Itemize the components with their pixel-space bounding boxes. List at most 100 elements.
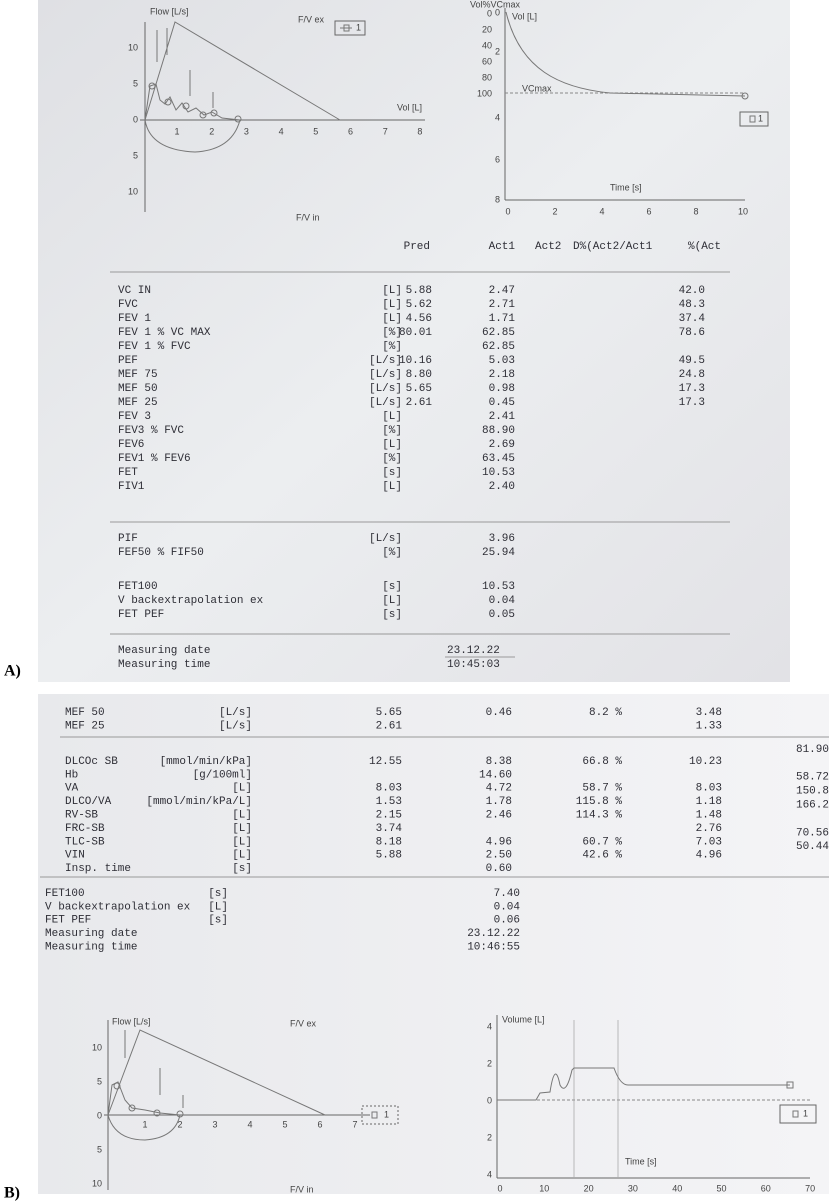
pct-tick-label: 0 (487, 8, 492, 18)
cell-unit: [s] (382, 609, 402, 621)
y-tick-label: 5 (97, 1076, 102, 1086)
x-tick-label: 6 (317, 1119, 322, 1129)
plot-label: F/V ex (298, 14, 325, 24)
x-tick-label: 6 (646, 206, 651, 216)
y-tick-label: 0 (133, 114, 138, 124)
cell-unit: [L] (382, 595, 402, 607)
cell-col4: 1.48 (696, 810, 722, 822)
x-tick-label: 2 (209, 126, 214, 136)
cell-pct: 66.8 % (582, 756, 622, 768)
cell-col4: 4.96 (696, 850, 722, 862)
cell-unit: [L] (382, 285, 402, 297)
column-header: Act2 (535, 241, 561, 253)
axis-label: Vol%VCmax (470, 0, 521, 9)
y-tick-label: 10 (92, 1042, 102, 1052)
cell-act1: 10.53 (482, 467, 515, 479)
pct-tick-label: 20 (482, 24, 492, 34)
cell-pct: 49.5 (679, 355, 705, 367)
cell-name: VC IN (118, 285, 151, 297)
vt-plot-b (496, 1015, 817, 1179)
x-tick-label: 70 (805, 1183, 815, 1193)
panel-label: B) (4, 1185, 20, 1202)
y-tick-label: 4 (495, 112, 500, 122)
cell-act1: 2.41 (489, 411, 516, 423)
cell-act1: 23.12.22 (447, 645, 500, 657)
cell-col4: 10.23 (689, 756, 722, 768)
cell-act1: 2.71 (489, 299, 516, 311)
cell-name: MEF 50 (118, 383, 158, 395)
x-tick-label: 30 (628, 1183, 638, 1193)
cell-col5: 50.44 (796, 841, 829, 853)
column-header: D%(Act2/Act1 (573, 241, 653, 253)
pct-tick-label: 60 (482, 56, 492, 66)
cell-act1: 1.71 (489, 313, 516, 325)
cell-pct: 58.7 % (582, 783, 622, 795)
cell-act1: 0.04 (489, 595, 516, 607)
cell-col4: 7.03 (696, 836, 722, 848)
cell-unit: [s] (232, 863, 252, 875)
axis-label: Volume [L] (502, 1014, 545, 1024)
y-tick-label: 6 (495, 154, 500, 164)
plot-label: F/V ex (290, 1018, 317, 1028)
cell-name: FEV 1 % FVC (118, 341, 191, 353)
cell-name: FET (118, 467, 138, 479)
vt-plot-a (504, 8, 769, 201)
cell-act: 14.60 (479, 769, 512, 781)
cell-act: 0.06 (494, 915, 520, 927)
y-tick-label: 10 (128, 186, 138, 196)
cell-col4: 1.18 (696, 796, 722, 808)
cell-act: 7.40 (494, 888, 520, 900)
y-tick-label: 2 (495, 46, 500, 56)
cell-act: 0.04 (494, 901, 521, 913)
cell-unit: [L/s] (369, 533, 402, 545)
cell-act: 8.38 (486, 756, 512, 768)
cell-act: 23.12.22 (467, 928, 520, 940)
cell-act1: 0.45 (489, 397, 515, 409)
cell-col4: 3.48 (696, 707, 722, 719)
cell-unit: [L/s] (369, 369, 402, 381)
cell-act1: 25.94 (482, 547, 515, 559)
photo-a (38, 0, 790, 682)
cell-act1: 63.45 (482, 453, 515, 465)
cell-act1: 5.03 (489, 355, 515, 367)
legend-label: 1 (356, 22, 361, 32)
x-tick-label: 7 (383, 126, 388, 136)
x-tick-label: 8 (417, 126, 422, 136)
cell-act1: 62.85 (482, 327, 515, 339)
cell-pct: 42.6 % (582, 850, 622, 862)
cell-col5: 58.72 (796, 772, 829, 784)
cell-unit: [s] (382, 467, 402, 479)
cell-name: Measuring date (45, 928, 137, 940)
pct-tick-label: 100 (477, 88, 492, 98)
axis-label: Time [s] (610, 182, 642, 192)
cell-unit: [%] (382, 327, 402, 339)
plot-label: VCmax (522, 83, 552, 93)
cell-unit: [L/s] (219, 720, 252, 732)
cell-unit: [L] (232, 823, 252, 835)
cell-unit: [L] (232, 783, 252, 795)
cell-name: DLCO/VA (65, 796, 112, 808)
cell-act: 1.78 (486, 796, 512, 808)
cell-pred: 12.55 (369, 756, 402, 768)
cell-name: FEF50 % FIF50 (118, 547, 204, 559)
cell-unit: [s] (208, 915, 228, 927)
y-tick-label: 2 (487, 1132, 492, 1142)
cell-name: FEV 1 % VC MAX (118, 327, 211, 339)
x-tick-label: 4 (279, 126, 284, 136)
cell-pred: 5.88 (376, 850, 402, 862)
x-tick-label: 0 (497, 1183, 502, 1193)
x-tick-label: 60 (761, 1183, 771, 1193)
cell-act: 4.96 (486, 836, 512, 848)
cell-act: 2.50 (486, 850, 512, 862)
cell-pct: 78.6 (679, 327, 705, 339)
cell-unit: [L] (382, 439, 402, 451)
cell-unit: [%] (382, 547, 402, 559)
cell-pred: 4.56 (406, 313, 432, 325)
cell-act1: 2.47 (489, 285, 515, 297)
cell-act: 4.72 (486, 783, 512, 795)
cell-act: 10:46:55 (467, 942, 520, 954)
cell-act1: 10.53 (482, 581, 515, 593)
plot-label: F/V in (290, 1184, 314, 1194)
cell-name: TLC-SB (65, 836, 105, 848)
legend-label: 1 (803, 1108, 808, 1118)
